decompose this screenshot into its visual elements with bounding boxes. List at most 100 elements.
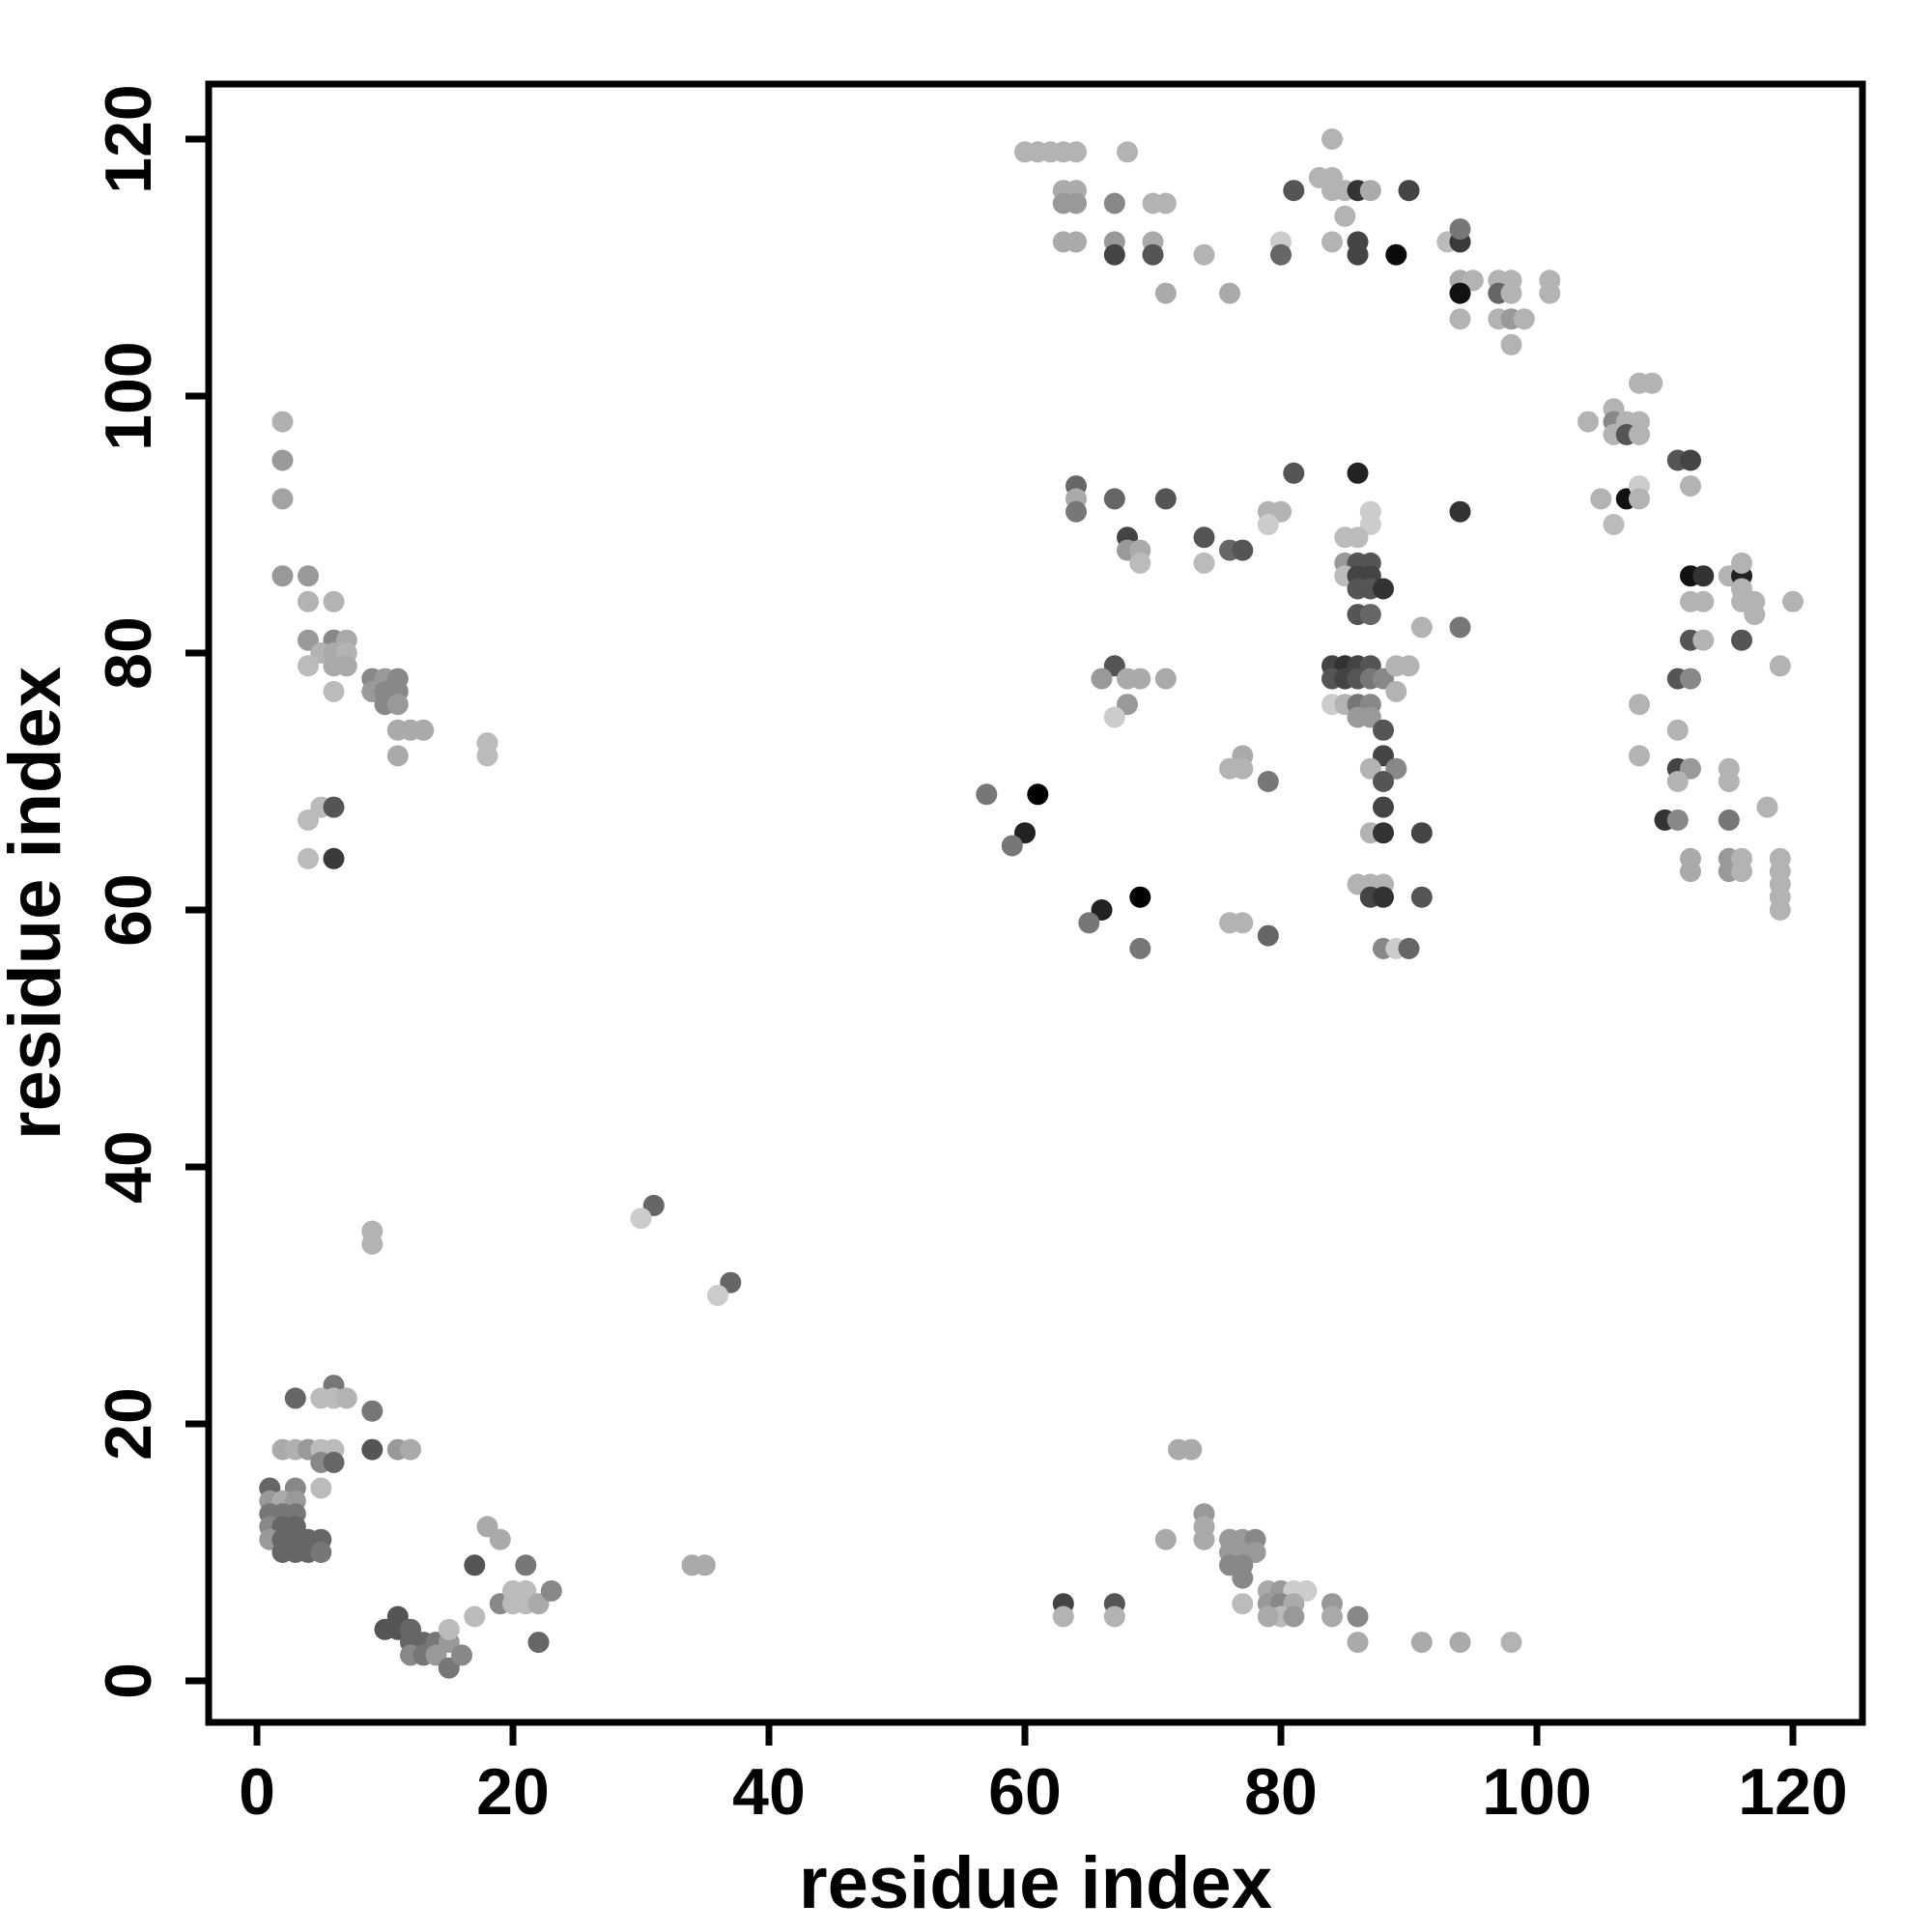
scatter-point	[400, 1438, 421, 1461]
scatter-point	[1385, 680, 1407, 702]
x-tick-label: 0	[239, 1755, 275, 1829]
scatter-point	[1744, 604, 1766, 626]
scatter-point	[361, 1233, 384, 1255]
scatter-point	[1257, 1605, 1279, 1628]
scatter-point	[1373, 822, 1394, 844]
scatter-point	[1142, 243, 1164, 266]
x-tick-label: 120	[1738, 1755, 1847, 1829]
x-tick-label: 60	[988, 1755, 1062, 1829]
scatter-point	[1385, 243, 1407, 266]
scatter-point	[1756, 796, 1778, 818]
scatter-point	[1373, 796, 1394, 818]
scatter-point	[1680, 449, 1701, 471]
scatter-point	[1513, 308, 1535, 330]
plot-frame	[205, 80, 1866, 1726]
scatter-point	[1359, 514, 1381, 535]
scatter-point	[1283, 1605, 1305, 1628]
scatter-point	[1065, 141, 1087, 163]
scatter-point	[1373, 771, 1394, 792]
scatter-point	[527, 1632, 550, 1654]
scatter-point	[1232, 757, 1254, 780]
scatter-point	[1373, 886, 1394, 908]
scatter-point	[1769, 899, 1791, 921]
scatter-point	[1257, 771, 1279, 792]
scatter-point	[1692, 590, 1715, 612]
scatter-point	[1692, 629, 1715, 651]
scatter-point	[1385, 757, 1407, 780]
scatter-point	[1692, 565, 1715, 587]
y-tick-label: 60	[92, 873, 165, 947]
scatter-point	[271, 411, 294, 433]
scatter-point	[1410, 616, 1433, 639]
scatter-point	[1347, 243, 1369, 266]
scatter-point	[451, 1644, 472, 1666]
x-tick-label: 20	[476, 1755, 550, 1829]
scatter-point	[1321, 231, 1343, 253]
x-tick-label: 100	[1482, 1755, 1591, 1829]
data-points	[259, 128, 1804, 1679]
scatter-point	[1193, 526, 1215, 549]
scatter-point	[1666, 771, 1689, 792]
scatter-point	[1641, 372, 1663, 394]
scatter-point	[323, 796, 345, 818]
y-axis-title: residue index	[0, 667, 76, 1140]
scatter-point	[1321, 1605, 1343, 1628]
scatter-point	[1091, 668, 1113, 690]
scatter-point	[1154, 192, 1177, 214]
scatter-point	[335, 655, 357, 677]
scatter-point	[527, 1593, 550, 1615]
scatter-point	[464, 1605, 486, 1628]
scatter-point	[1321, 128, 1343, 150]
scatter-point	[1359, 180, 1381, 202]
scatter-point	[1398, 937, 1420, 959]
scatter-point	[1027, 783, 1049, 806]
scatter-point	[1257, 514, 1279, 535]
scatter-point	[298, 629, 319, 651]
scatter-point	[1359, 604, 1381, 626]
scatter-point	[271, 488, 294, 510]
scatter-point	[707, 1285, 728, 1306]
x-tick-label: 40	[732, 1755, 806, 1829]
scatter-point	[1193, 243, 1215, 266]
scatter-point	[1180, 1438, 1203, 1461]
y-tick-label: 20	[92, 1387, 165, 1461]
scatter-point	[1782, 590, 1804, 612]
scatter-point	[1398, 180, 1420, 202]
y-tick-label: 100	[92, 341, 165, 450]
scatter-point	[386, 694, 409, 716]
scatter-point	[1731, 629, 1752, 651]
scatter-point	[1065, 231, 1087, 253]
scatter-point	[298, 590, 319, 612]
scatter-point	[1449, 616, 1471, 639]
scatter-point	[310, 1542, 332, 1563]
scatter-point	[1500, 333, 1522, 355]
scatter-point	[720, 1271, 742, 1293]
scatter-point	[1500, 282, 1522, 304]
scatter-point	[1590, 488, 1612, 510]
scatter-point	[1449, 1632, 1471, 1654]
scatter-point	[1410, 886, 1433, 908]
scatter-point	[1270, 243, 1292, 266]
scatter-point	[1193, 552, 1215, 574]
scatter-point	[323, 590, 345, 612]
scatter-point	[1680, 475, 1701, 497]
scatter-point	[298, 847, 319, 869]
scatter-point	[1065, 500, 1087, 523]
scatter-point	[1769, 655, 1791, 677]
scatter-point	[1103, 243, 1125, 266]
scatter-point	[1539, 282, 1561, 304]
scatter-point	[271, 565, 294, 587]
scatter-point	[1666, 809, 1689, 831]
scatter-point	[1232, 1567, 1254, 1589]
x-axis-ticks: 0 20 40 60 80 100 120	[239, 1722, 1848, 1829]
scatter-point	[476, 745, 498, 767]
scatter-point	[412, 719, 435, 741]
scatter-point	[298, 809, 319, 831]
scatter-point	[1449, 500, 1471, 523]
scatter-point	[1103, 192, 1125, 214]
scatter-point	[323, 1451, 345, 1473]
scatter-point	[1629, 694, 1650, 716]
scatter-point	[284, 1387, 306, 1409]
scatter-point	[1103, 488, 1125, 510]
scatter-point	[1154, 488, 1177, 510]
